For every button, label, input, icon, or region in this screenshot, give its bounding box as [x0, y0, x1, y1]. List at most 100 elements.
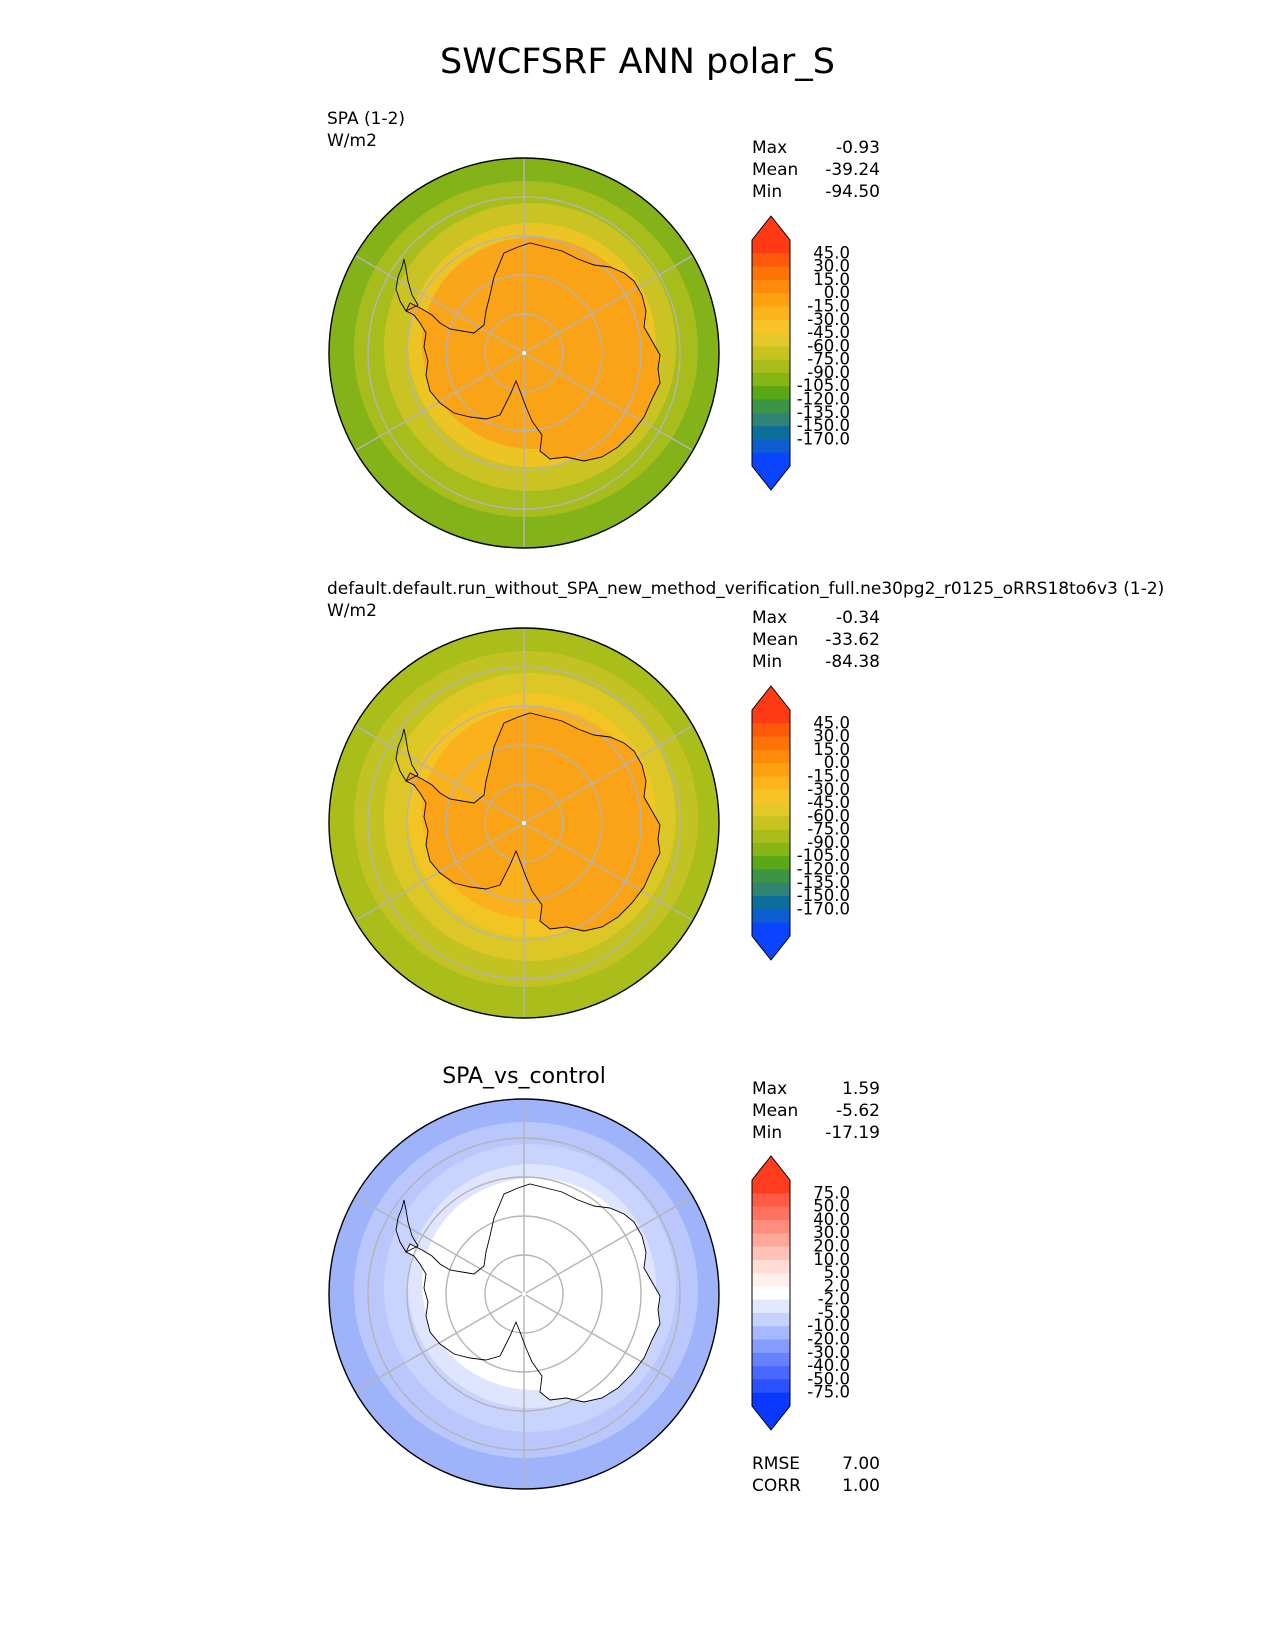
colorbar-segment [752, 333, 790, 347]
colorbar-segment [752, 319, 790, 334]
colorbar-over-arrow [752, 216, 790, 240]
stat-label: Min [752, 652, 783, 672]
panel2-polar-map [328, 627, 720, 1019]
colorbar-segment [752, 1339, 790, 1354]
colorbar-segment [752, 896, 790, 910]
panel2-name: default.default.run_without_SPA_new_meth… [327, 579, 1165, 599]
colorbar-tick-label: 2.0 [824, 1276, 850, 1295]
colorbar-tick-label: 30.0 [813, 727, 850, 746]
panel2-colorbar: 45.030.015.00.0-15.0-30.0-45.0-60.0-75.0… [751, 685, 850, 961]
colorbar-segment [752, 882, 790, 897]
colorbar-segment [752, 346, 790, 361]
colorbar-segment [752, 749, 790, 764]
colorbar-tick-label: -150.0 [797, 886, 850, 905]
stat-value: -33.62 [825, 630, 880, 650]
colorbar-tick-label: -15.0 [807, 766, 850, 785]
stat-label: Min [752, 182, 783, 202]
stat-row: RMSE 7.00 [752, 1453, 880, 1475]
colorbar-segment [752, 439, 790, 454]
colorbar-tick-label: -40.0 [807, 1356, 850, 1375]
stat-label: Max [752, 138, 788, 158]
colorbar-segment [752, 723, 790, 738]
colorbar-segment [752, 279, 790, 294]
colorbar-segment [752, 426, 790, 440]
colorbar-tick-label: 45.0 [813, 243, 850, 262]
colorbar-tick-label: 20.0 [813, 1236, 850, 1255]
colorbar-segment [752, 776, 790, 791]
continent-fill [406, 243, 660, 461]
colorbar-tick-label: -20.0 [807, 1330, 850, 1349]
colorbar-tick-label: -5.0 [818, 1303, 850, 1322]
colorbar-segment [752, 1273, 790, 1287]
colorbar-tick-label: -30.0 [807, 310, 850, 329]
colorbar-segment [752, 306, 790, 321]
panel3-stats: Max 1.59 Mean -5.62 Min -17.19 [752, 1078, 880, 1144]
colorbar-tick-label: -2.0 [818, 1290, 850, 1309]
stat-value: 1.00 [842, 1476, 880, 1496]
colorbar-segment [752, 856, 790, 871]
panel3-title: SPA_vs_control [442, 1064, 606, 1089]
colorbar-tick-label: -105.0 [797, 376, 850, 395]
colorbar-segment [752, 763, 790, 777]
colorbar-over-arrow [752, 686, 790, 710]
colorbar-tick-label: -135.0 [797, 403, 850, 422]
stat-label: Min [752, 1123, 783, 1143]
colorbar-tick-label: 15.0 [813, 270, 850, 289]
colorbar-segment [752, 372, 790, 387]
colorbar-segment [752, 399, 790, 414]
colorbar-tick-label: -150.0 [797, 416, 850, 435]
colorbar-segment [752, 1193, 790, 1208]
colorbar-segment [752, 789, 790, 804]
colorbar-tick-label: 15.0 [813, 740, 850, 759]
colorbar-segment [752, 253, 790, 268]
colorbar-tick-label: -15.0 [807, 296, 850, 315]
colorbar-tick-label: 75.0 [813, 1183, 850, 1202]
colorbar-tick-label: -170.0 [797, 429, 850, 448]
colorbar-segment [752, 1233, 790, 1247]
colorbar-segment [752, 412, 790, 427]
colorbar-segment [752, 1246, 790, 1261]
panel2-title: default.default.run_without_SPA_new_meth… [327, 578, 1164, 622]
figure-title: SWCFSRF ANN polar_S [440, 42, 835, 82]
panel3-colorbar: 75.050.040.030.020.010.05.02.0-2.0-5.0-1… [751, 1155, 850, 1431]
colorbar-tick-label: -90.0 [807, 363, 850, 382]
stat-label: Max [752, 1079, 788, 1099]
colorbar-segment [752, 266, 790, 281]
colorbar-segment [752, 869, 790, 884]
colorbar-segment [752, 1379, 790, 1394]
colorbar-tick-label: -30.0 [807, 780, 850, 799]
colorbar-tick-label: -120.0 [797, 860, 850, 879]
panel1-units: W/m2 [327, 131, 377, 151]
stat-row: Max -0.93 [752, 137, 880, 159]
colorbar-segment [752, 909, 790, 924]
stat-value: -39.24 [825, 160, 880, 180]
panel3-polar-map [328, 1098, 720, 1490]
colorbar-outline [751, 685, 791, 961]
panel2-stats: Max -0.34 Mean -33.62 Min -84.38 [752, 607, 880, 673]
colorbar-tick-label: -60.0 [807, 806, 850, 825]
colorbar-segment [752, 1259, 790, 1274]
colorbar-segment [752, 829, 790, 844]
colorbar-segment [752, 452, 790, 467]
colorbar-tick-label: -75.0 [807, 1383, 850, 1402]
colorbar-tick-label: -120.0 [797, 390, 850, 409]
colorbar-over-arrow [752, 1156, 790, 1180]
stat-row: Mean -5.62 [752, 1100, 880, 1122]
colorbar-tick-label: 0.0 [824, 283, 850, 302]
colorbar-segment [752, 359, 790, 374]
colorbar-tick-label: -50.0 [807, 1369, 850, 1388]
colorbar-segment [752, 710, 790, 724]
stat-label: Mean [752, 160, 799, 180]
panel3-extra-stats: RMSE 7.00 CORR 1.00 [752, 1453, 880, 1497]
colorbar-tick-label: -30.0 [807, 1343, 850, 1362]
stat-value: -84.38 [825, 652, 880, 672]
panel1-name: SPA (1-2) [327, 109, 406, 129]
colorbar-outline [751, 1155, 791, 1431]
stat-row: Min -94.50 [752, 181, 880, 203]
stat-label: Mean [752, 630, 799, 650]
continent-fill [406, 713, 660, 931]
stat-row: Min -84.38 [752, 651, 880, 673]
colorbar-segment [752, 922, 790, 937]
stat-row: Min -17.19 [752, 1122, 880, 1144]
colorbar-segment [752, 1286, 790, 1301]
